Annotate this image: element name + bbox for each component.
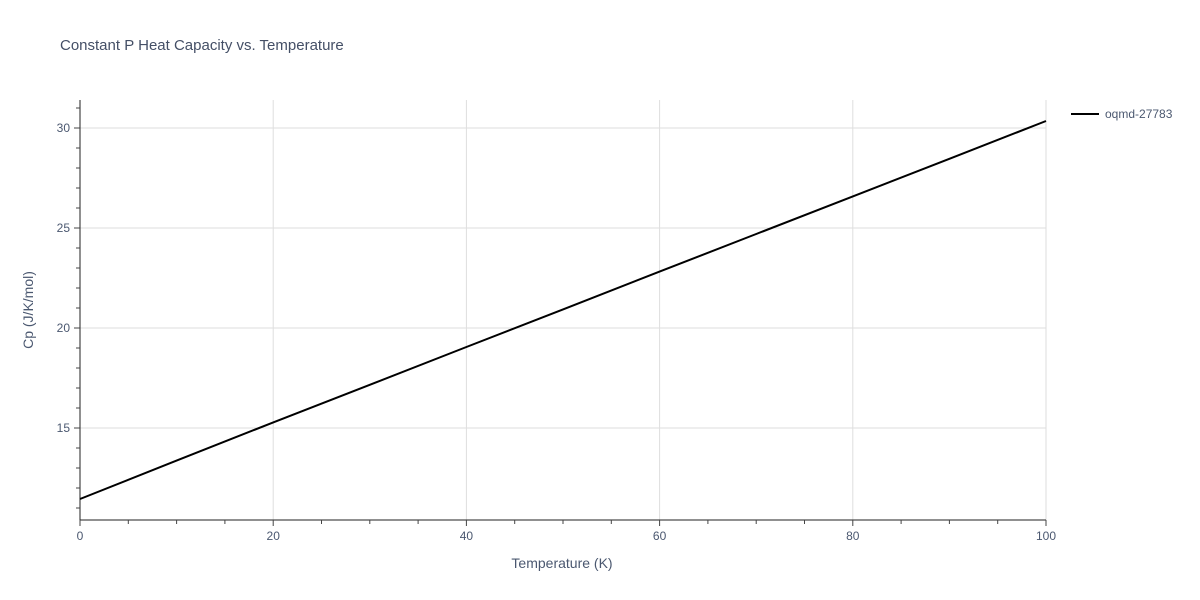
y-tick-label: 30 — [57, 121, 71, 135]
legend-item[interactable]: oqmd-27783 — [1071, 107, 1173, 121]
x-tick-label: 100 — [1036, 529, 1056, 543]
x-tick-label: 40 — [460, 529, 474, 543]
y-tick-label: 20 — [57, 321, 71, 335]
chart-title: Constant P Heat Capacity vs. Temperature — [60, 37, 344, 54]
y-axis-title: Cp (J/K/mol) — [20, 271, 36, 349]
legend[interactable]: oqmd-27783 — [1071, 107, 1173, 121]
y-tick-label: 15 — [57, 421, 71, 435]
series-line-oqmd-27783 — [79, 120, 1047, 500]
x-tick-label: 60 — [653, 529, 667, 543]
grid — [80, 100, 1047, 520]
plot-area — [79, 120, 1047, 500]
x-tick-label: 80 — [846, 529, 860, 543]
axes: 0 20 40 60 80 100 15 20 25 30 — [57, 100, 1056, 543]
x-tick-label: 20 — [267, 529, 281, 543]
legend-label: oqmd-27783 — [1105, 107, 1173, 121]
x-tick-label: 0 — [77, 529, 84, 543]
y-tick-label: 25 — [57, 221, 71, 235]
x-axis-title: Temperature (K) — [511, 555, 612, 571]
